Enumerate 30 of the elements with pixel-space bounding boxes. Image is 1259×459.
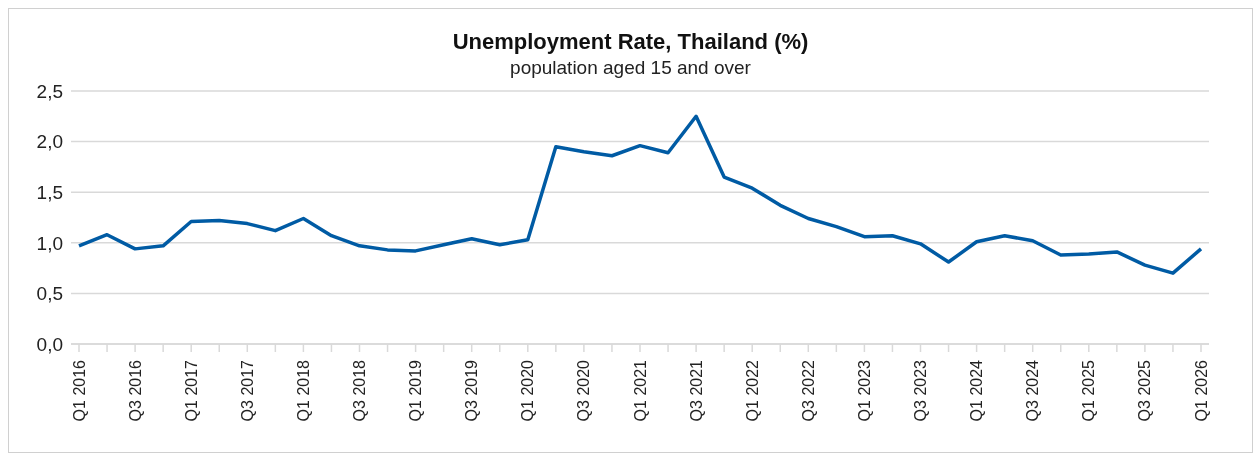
line-series — [77, 114, 1203, 275]
x-tick-label: Q1 2018 — [294, 359, 312, 422]
x-tick-label: Q1 2016 — [70, 359, 88, 422]
x-tick-label: Q3 2024 — [1024, 359, 1042, 422]
chart-subtitle: population aged 15 and over — [509, 57, 752, 79]
x-tick-label: Q3 2021 — [687, 359, 705, 422]
y-tick-label: 1,5 — [36, 181, 63, 203]
x-tick-label: Q3 2022 — [799, 359, 817, 422]
x-tick-label: Q3 2025 — [1136, 359, 1154, 422]
x-tick-label: Q1 2024 — [968, 359, 986, 422]
y-tick-label: 1,0 — [36, 232, 63, 254]
x-tick-label: Q1 2022 — [743, 359, 761, 422]
x-tick-label: Q3 2017 — [238, 359, 256, 422]
x-tick-label: Q1 2025 — [1080, 359, 1098, 422]
x-tick-label: Q1 2023 — [855, 359, 873, 422]
x-tick-label: Q3 2018 — [351, 359, 368, 422]
chart-title: Unemployment Rate, Thailand (%) — [451, 29, 810, 55]
x-tick-label: Q1 2026 — [1192, 359, 1210, 422]
x-tick-label: Q1 2020 — [519, 359, 537, 422]
x-tick-label: Q1 2021 — [631, 359, 649, 422]
y-tick-label: 2,0 — [36, 131, 63, 153]
x-tick-label: Q3 2020 — [575, 359, 593, 422]
x-tick-label: Q1 2019 — [407, 359, 425, 422]
x-tick-label: Q1 2017 — [182, 359, 200, 422]
x-tick-label: Q3 2019 — [463, 359, 481, 422]
y-tick-label: 2,5 — [36, 80, 63, 102]
y-tick-label: 0,5 — [36, 283, 63, 305]
x-tick-label: Q3 2023 — [912, 359, 929, 422]
x-tick-label: Q3 2016 — [126, 359, 144, 422]
y-tick-label: 0,0 — [36, 333, 63, 355]
